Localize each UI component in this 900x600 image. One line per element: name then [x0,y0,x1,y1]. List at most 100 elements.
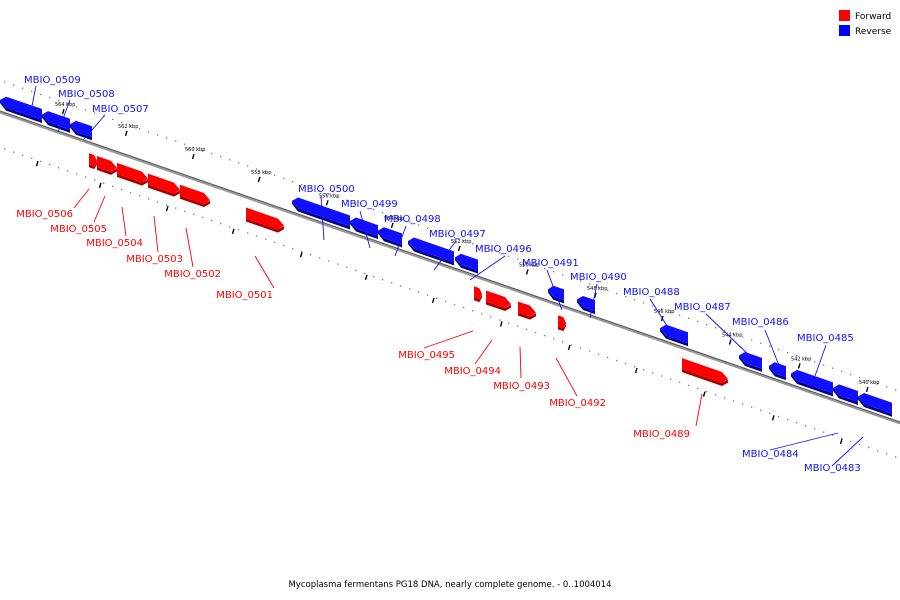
gene-arrow-shadow [739,355,762,372]
gene-arrow [486,290,511,309]
tick-label: 564 kbp [55,102,75,108]
gene-arrow-shadow [292,200,350,230]
tick-mark [191,153,195,160]
label-leader [546,269,563,311]
label-leader [649,298,677,341]
gene-label: MBIO_0502 [164,269,221,280]
tick-label: 546 kbp [654,309,674,315]
gene-arrow-shadow [148,184,180,197]
gene-label: MBIO_0495 [398,350,455,361]
gene-arrow-shadow [858,396,892,417]
gene-label: MBIO_0483 [804,463,861,474]
label-leader [185,227,194,268]
label-leader [73,188,90,209]
gene-label: MBIO_0486 [732,317,789,328]
label-leader [474,339,493,365]
gene-arrow-shadow [350,220,378,240]
gene-arrow [474,286,482,300]
label-leader [121,206,127,237]
caption: Mycoplasma fermentans PG18 DNA, nearly c… [288,580,611,590]
tick-mark [457,245,461,252]
tick-mark [61,108,65,115]
gene-label: MBIO_0508 [58,89,115,100]
gene-label: MBIO_0499 [341,199,398,210]
tick-mark [299,252,303,258]
inner-dotted-track [4,148,897,458]
gene-arrow-shadow [455,257,478,274]
label-leader-lines [29,85,864,467]
label-leader [764,329,781,369]
gene-arrow-shadow [577,299,595,315]
label-leader [814,344,827,377]
gene-arrow [292,197,350,227]
gene-arrow [97,156,117,172]
label-leader [320,195,325,241]
label-leader [93,195,106,223]
gene-arrow-shadow [246,218,284,233]
gene-label: MBIO_0492 [549,398,606,409]
tick-label: 540 kbp [859,380,879,386]
label-leader [555,357,578,397]
gene-arrow-shadow [474,294,482,303]
gene-arrow-shadow [558,323,566,332]
gene-arrow-shadow [548,289,564,304]
tick-label: 550 kbp [519,262,539,268]
gene-label: MBIO_0487 [674,302,731,313]
gene-arrow-shadow [0,100,42,124]
label-leader [29,85,37,117]
gene-label: MBIO_0500 [298,184,355,195]
gene-arrow-shadow [833,387,858,405]
gene-arrow [180,184,210,204]
gene-arrow [408,237,454,263]
tick-label: 554 kbp [384,216,404,222]
gene-arrow [769,362,786,378]
legend-forward-label: Forward [855,12,891,22]
label-leader [423,330,474,349]
gene-label: MBIO_0488 [623,287,680,298]
tick-mark [771,415,775,421]
tick-label: 544 kbp [722,333,742,339]
tick-label: 560 kbp [185,147,205,153]
gene-arrow-shadow [89,161,97,170]
gene-label: MBIO_0509 [24,75,81,86]
gene-arrow-shadow [378,230,402,248]
label-leader [519,346,522,379]
outer-dotted-track [4,81,897,391]
gene-arrow [833,384,858,402]
tick-mark [35,160,39,167]
gene-arrow-shadow [97,167,117,175]
gene-label: MBIO_0493 [493,381,550,392]
legend: Forward Reverse [839,10,892,37]
label-leader [695,393,703,427]
legend-forward-swatch [839,10,850,21]
gene-label: MBIO_0503 [126,254,183,265]
gene-arrow-shadow [791,373,833,397]
tick-label: 556 kbp [319,193,339,199]
gene-arrow-shadow [180,195,210,207]
label-leader [57,99,71,133]
gene-arrow [0,96,42,121]
tick-mark [525,269,529,275]
label-leader [705,313,753,359]
tick-label: 552 kbp [451,239,471,245]
tick-mark [364,274,368,281]
gene-labels: MBIO_0509 MBIO_0508 MBIO_0507 MBIO_0506 MBIO… [16,75,861,474]
gene-arrow-shadow [486,301,511,312]
gene-arrow [89,153,97,167]
tick-mark [431,297,435,304]
tick-mark [839,438,843,445]
gene-arrow [117,162,148,183]
gene-label: MBIO_0498 [384,214,441,225]
gene-arrow [858,393,892,414]
gene-arrow [739,351,762,369]
gene-arrow [70,120,92,138]
tick-mark [390,222,394,229]
label-leader [469,255,506,281]
gene-arrow [148,173,180,194]
tick-mark [231,228,235,235]
gene-label: MBIO_0505 [50,224,107,235]
gene-arrow [577,295,595,312]
tick-mark [98,182,102,189]
gene-label: MBIO_0494 [444,366,501,377]
